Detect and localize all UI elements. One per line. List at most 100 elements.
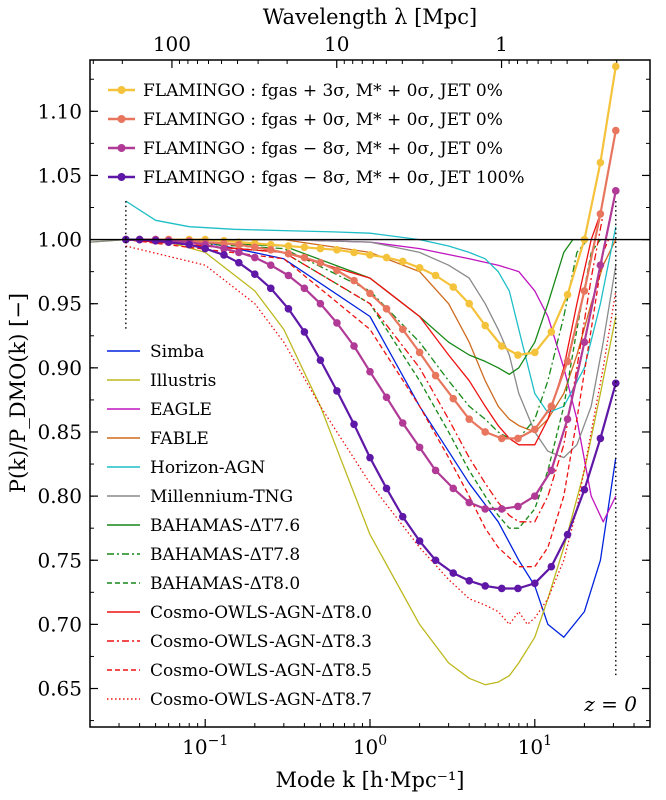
data-point	[350, 420, 358, 429]
data-point	[366, 453, 374, 462]
data-point	[382, 484, 391, 493]
data-point	[415, 537, 424, 545]
legend-flamingo: FLAMINGO : fgas + 3σ, M* + 0σ, JET 0% FLA…	[108, 81, 524, 188]
data-point	[382, 253, 391, 262]
y-tick-label: 0.80	[37, 484, 82, 508]
data-point	[266, 284, 275, 293]
data-point	[415, 263, 424, 272]
data-point	[185, 240, 194, 249]
data-point	[611, 62, 620, 71]
series-line	[125, 200, 617, 414]
data-point	[300, 253, 309, 262]
top-tick-label: 100	[153, 32, 191, 56]
data-point	[449, 569, 458, 577]
y-tick-label: 0.95	[37, 292, 82, 316]
data-point	[611, 187, 620, 195]
legend-label: Illustris	[150, 371, 216, 391]
data-point	[235, 258, 243, 267]
data-point	[449, 394, 458, 403]
y-tick-label: 1.05	[37, 163, 82, 187]
data-point	[514, 502, 522, 511]
data-point	[481, 428, 489, 436]
data-point	[497, 434, 506, 443]
overlay-group	[90, 201, 650, 676]
series-line	[125, 238, 610, 568]
data-point	[350, 276, 358, 285]
plot-frame	[89, 59, 651, 728]
data-point	[465, 576, 474, 585]
legend-label: Millennium-TNG	[150, 487, 293, 507]
data-point	[251, 270, 259, 279]
data-point	[251, 253, 259, 262]
data-point	[449, 484, 458, 493]
data-point	[382, 393, 391, 402]
data-point	[514, 584, 522, 593]
x-axis-label: Mode k [h·Mpc⁻¹]	[276, 768, 465, 792]
data-point	[350, 248, 358, 257]
legend-marker	[117, 144, 126, 152]
data-point	[481, 582, 489, 590]
data-point	[366, 251, 374, 259]
data-point	[563, 530, 572, 539]
series-line	[90, 238, 617, 686]
y-tick-label: 0.65	[37, 677, 82, 701]
legend-marker	[117, 86, 126, 94]
data-point	[366, 367, 374, 376]
legend-label: Cosmo-OWLS-AGN-ΔT8.3	[150, 632, 372, 652]
data-point	[398, 419, 407, 427]
legend-label: BAHAMAS-ΔT7.8	[150, 545, 300, 565]
data-point	[547, 562, 556, 571]
legend-label: Simba	[150, 342, 204, 362]
data-point	[235, 248, 243, 257]
data-point	[284, 271, 293, 280]
data-point	[465, 498, 474, 507]
data-point	[449, 283, 458, 291]
data-point	[547, 466, 556, 475]
data-point	[333, 246, 341, 254]
data-point	[398, 512, 407, 521]
data-point	[465, 415, 474, 423]
data-point	[333, 387, 341, 395]
legend-label: FLAMINGO : fgas − 8σ, M* + 0σ, JET 0%	[143, 139, 503, 159]
x-tick-label: 10−1	[182, 733, 228, 759]
data-point	[547, 328, 556, 336]
data-point	[596, 434, 605, 443]
data-point	[497, 342, 506, 350]
data-point	[350, 342, 358, 350]
data-point	[164, 238, 173, 246]
data-point	[596, 210, 605, 218]
data-point	[201, 244, 209, 253]
data-point	[284, 242, 293, 250]
data-point	[431, 271, 440, 280]
data-point	[415, 443, 424, 452]
y-tick-label: 1.10	[37, 99, 82, 123]
data-point	[220, 244, 228, 253]
y-tick-label: 0.85	[37, 420, 82, 444]
data-point	[481, 321, 489, 330]
data-point	[596, 261, 605, 270]
data-point	[611, 126, 620, 135]
data-point	[531, 425, 539, 434]
series-line	[90, 238, 617, 459]
data-point	[547, 402, 556, 411]
data-point	[316, 356, 325, 364]
legend-label: FLAMINGO : fgas + 3σ, M* + 0σ, JET 0%	[143, 81, 503, 101]
data-point	[563, 415, 572, 423]
data-point	[266, 261, 275, 270]
data-point	[316, 299, 325, 308]
data-point	[333, 266, 341, 275]
legend-label: BAHAMAS-ΔT8.0	[150, 574, 300, 594]
legend-marker	[117, 173, 126, 181]
data-point	[514, 351, 522, 359]
legend-label: BAHAMAS-ΔT7.6	[150, 516, 300, 536]
data-point	[465, 299, 474, 308]
series-line	[125, 245, 617, 626]
data-point	[220, 251, 228, 259]
data-point	[563, 357, 572, 366]
data-point	[366, 289, 374, 298]
data-point	[497, 505, 506, 513]
legend-label: FLAMINGO : fgas + 0σ, M* + 0σ, JET 0%	[143, 110, 503, 130]
data-point	[531, 579, 539, 588]
data-point	[611, 379, 620, 388]
x-tick-label: 100	[353, 733, 387, 759]
